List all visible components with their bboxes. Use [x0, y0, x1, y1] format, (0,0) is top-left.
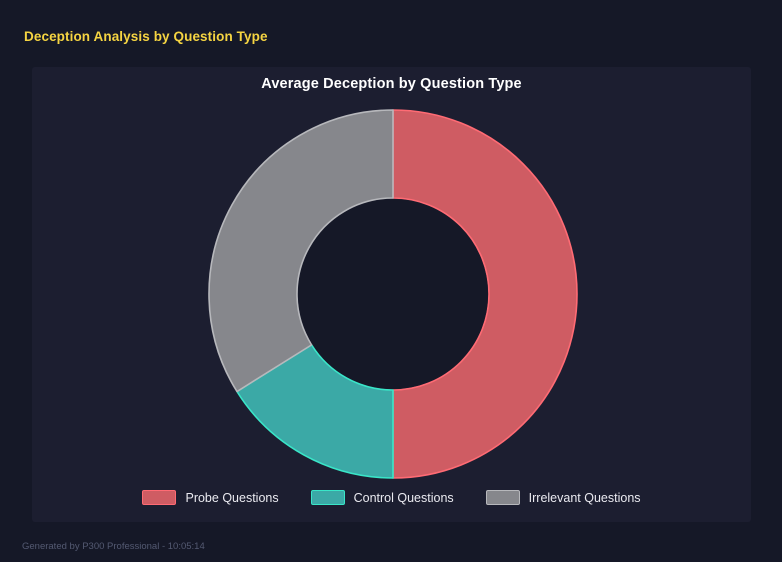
- donut-slice[interactable]: [392, 109, 578, 479]
- legend-label: Control Questions: [353, 490, 454, 505]
- chart-legend: Probe Questions Control Questions Irreleva…: [32, 490, 751, 505]
- legend-label: Irrelevant Questions: [528, 490, 641, 505]
- donut-chart: [32, 92, 751, 482]
- donut-slice[interactable]: [236, 344, 394, 479]
- chart-title: Average Deception by Question Type: [261, 76, 522, 92]
- legend-label: Probe Questions: [185, 490, 279, 505]
- donut-chart-svg: [208, 109, 578, 479]
- donut-center-hole: [298, 199, 488, 389]
- legend-item[interactable]: Probe Questions: [142, 490, 279, 505]
- donut-slice-group: [208, 109, 578, 479]
- legend-item[interactable]: Irrelevant Questions: [485, 490, 641, 505]
- page-header: Deception Analysis by Question Type: [24, 24, 758, 48]
- legend-swatch: [485, 490, 520, 505]
- footer-note: Generated by P300 Professional - 10:05:1…: [22, 541, 205, 552]
- legend-swatch: [142, 490, 177, 505]
- donut-slice[interactable]: [208, 109, 394, 393]
- legend-item[interactable]: Control Questions: [310, 490, 454, 505]
- page-title: Deception Analysis by Question Type: [24, 28, 268, 44]
- legend-swatch: [310, 490, 345, 505]
- chart-card: Average Deception by Question Type Probe…: [32, 67, 751, 522]
